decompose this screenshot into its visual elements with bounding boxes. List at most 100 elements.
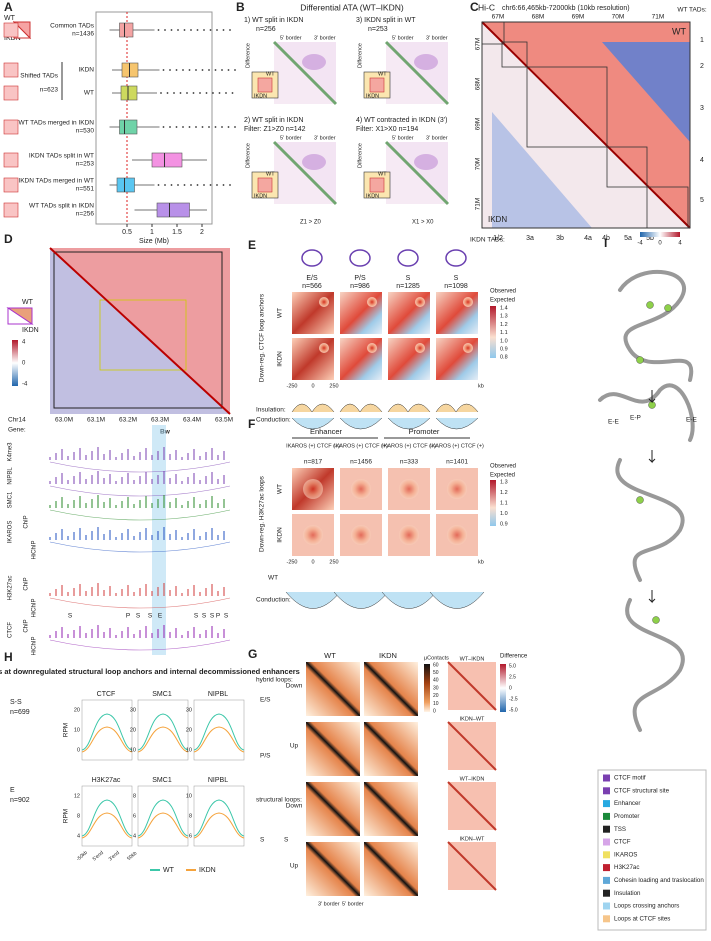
label: IKDN — [379, 651, 397, 660]
label: WT — [268, 575, 278, 582]
icon-label: IKDN — [4, 35, 21, 42]
label: SMC1 — [152, 691, 172, 698]
label: n=1401 — [446, 459, 468, 466]
legend-swatch — [603, 902, 610, 910]
inset — [257, 177, 273, 193]
label: 3'end — [108, 850, 121, 863]
label: Promoter — [409, 427, 440, 436]
cond-shape — [429, 591, 485, 609]
label: n=551 — [76, 186, 95, 193]
icon — [3, 119, 19, 135]
label: n=1456 — [350, 459, 372, 466]
motif: S — [194, 613, 199, 620]
plot-frame — [137, 699, 189, 761]
label: 2 — [700, 63, 704, 70]
track-label: H3K27ac — [8, 576, 14, 601]
cond-shape — [435, 417, 479, 430]
icon — [3, 85, 19, 101]
tad-box — [53, 251, 223, 409]
box — [119, 22, 134, 38]
arrow — [648, 390, 656, 404]
label: IKDN–WT — [460, 716, 485, 722]
pileup-dot — [319, 343, 329, 353]
colorbar — [490, 480, 496, 526]
label: IKDN — [488, 215, 507, 224]
pileup-dot — [415, 343, 425, 353]
label: WT — [378, 171, 387, 177]
label: 5.0 — [509, 663, 516, 669]
y-tick-label: 30 — [186, 707, 192, 713]
label: -4 — [22, 382, 28, 388]
label: n=333 — [400, 459, 419, 466]
motif: P — [126, 613, 130, 620]
label: 30 — [433, 685, 439, 691]
protein — [636, 356, 644, 364]
label: 5' border — [280, 35, 302, 41]
label: H3K27ac — [614, 864, 639, 871]
protein — [646, 301, 654, 309]
legend-box — [597, 769, 707, 931]
x-tick-label: 0.5 — [122, 229, 132, 236]
label: ChIP — [24, 515, 30, 528]
profile-ikdn — [193, 812, 245, 839]
label: 2.5 — [509, 674, 516, 680]
y-tick-label: 6 — [133, 813, 136, 819]
signal — [302, 54, 326, 70]
label: IKDN–WT — [460, 836, 485, 842]
label: Down-reg. H3K27ac loops — [259, 475, 266, 552]
motif: S — [68, 613, 73, 620]
motif: P — [216, 613, 220, 620]
label: n=256 — [76, 211, 95, 218]
label: n=986 — [350, 283, 370, 290]
label: IKDN — [254, 93, 267, 99]
label: Differential ATA (WT–IKDN) — [300, 2, 404, 12]
label: 0 — [658, 241, 662, 247]
label: 3 — [700, 105, 704, 112]
panel-letter: E — [248, 238, 256, 252]
outlier — [195, 69, 197, 71]
label: 1 — [700, 37, 704, 44]
loop-arcs — [49, 485, 231, 497]
protein — [652, 616, 660, 624]
y-tick-label: 30 — [130, 707, 136, 713]
label: 1.2 — [500, 490, 508, 496]
colorbar — [500, 664, 506, 712]
pileup — [388, 292, 430, 334]
pileup-dot — [415, 297, 425, 307]
pileup — [388, 338, 430, 380]
y-tick-label: 10 — [74, 727, 80, 733]
outlier — [173, 92, 175, 94]
tad-box — [606, 146, 648, 188]
label: Enhancer — [614, 800, 641, 807]
outlier — [227, 69, 230, 71]
label: 2) WT split in IKDN — [244, 117, 303, 124]
label: ChIP — [24, 619, 30, 632]
label: 0.9 — [500, 346, 508, 352]
label: n=253 — [76, 161, 95, 168]
outlier — [208, 69, 210, 71]
loop-arcs — [49, 461, 231, 473]
apa-map — [306, 842, 360, 896]
label: WT — [266, 71, 275, 77]
outlier — [209, 29, 212, 31]
pileup-dot — [319, 297, 329, 307]
label: S — [454, 275, 459, 282]
label: Filter: Z1>Z0 n=142 — [244, 126, 306, 133]
plot-frame — [137, 785, 189, 847]
outlier — [183, 29, 186, 31]
label: X1 > X0 — [412, 220, 434, 226]
outlier — [162, 69, 165, 71]
diagonal — [481, 21, 691, 229]
motif: E — [158, 613, 163, 620]
profile-wt — [193, 713, 245, 751]
label: 3' border — [426, 135, 448, 141]
profile-wt — [81, 799, 133, 837]
y-tick-label: 12 — [74, 793, 80, 799]
label: Promoter — [614, 813, 639, 820]
label: n=1285 — [396, 283, 420, 290]
outlier — [196, 184, 199, 186]
outlier — [222, 29, 225, 31]
x-tick-label: 2 — [200, 229, 204, 236]
track-label: SMC1 — [8, 491, 14, 508]
label: -2.5 — [509, 696, 518, 702]
